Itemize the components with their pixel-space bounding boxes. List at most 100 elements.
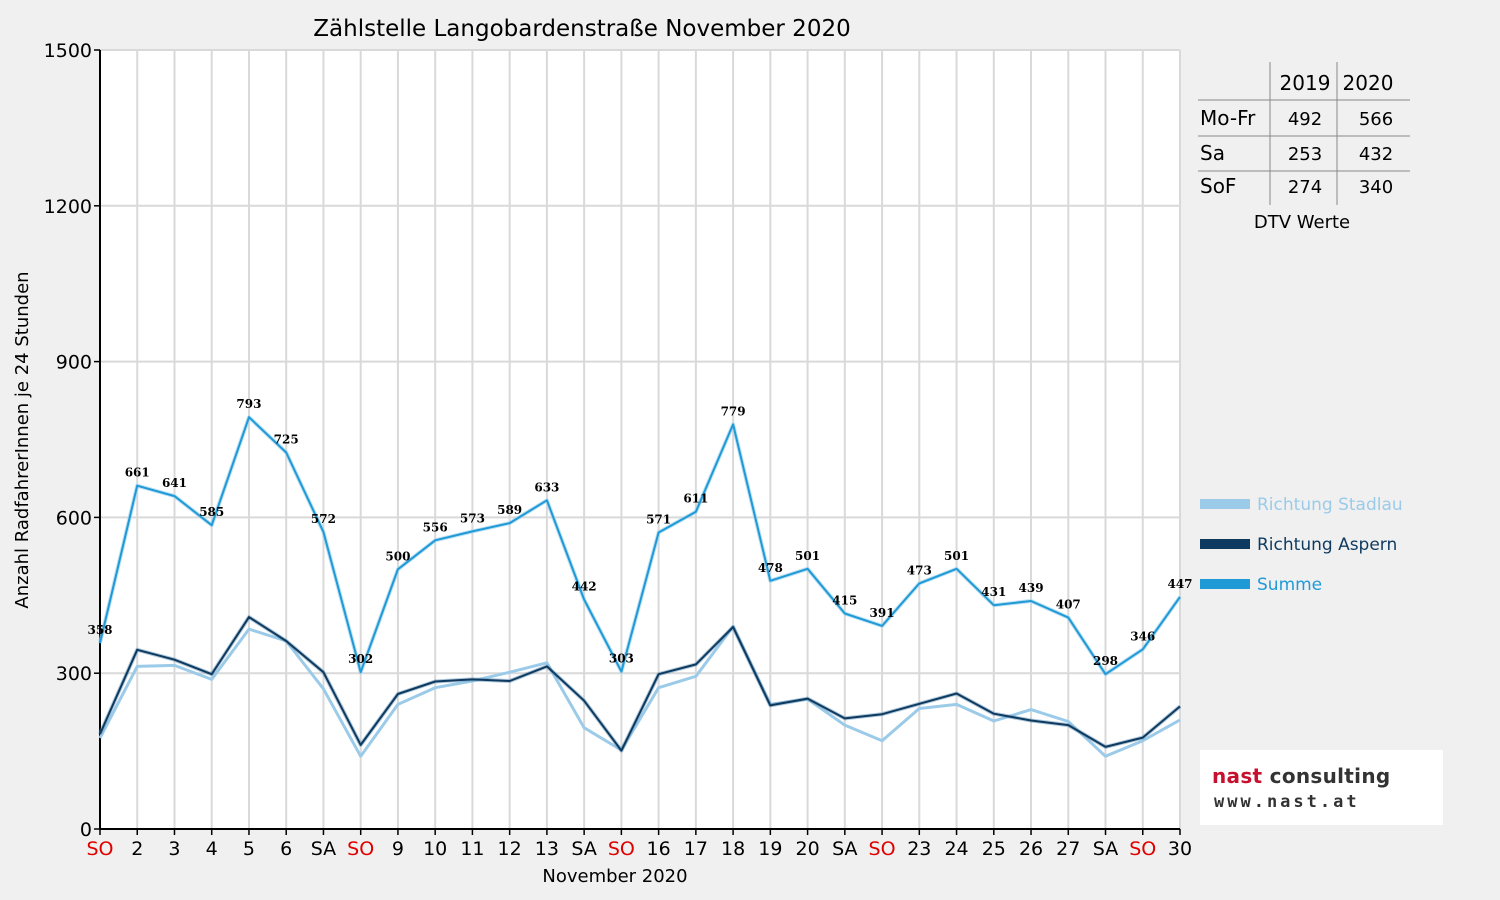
data-label: 391 [870, 606, 895, 620]
data-label: 611 [683, 492, 708, 506]
x-tick-label: SA [311, 838, 336, 860]
x-tick-label: SO [869, 838, 896, 860]
x-tick-label: 13 [535, 838, 559, 860]
x-tick-label: 4 [206, 838, 218, 860]
x-tick-label: 26 [1019, 838, 1043, 860]
company-logo: nast consulting www.nast.at [1200, 750, 1443, 825]
x-tick-label: 18 [721, 838, 745, 860]
x-tick-label: SO [608, 838, 635, 860]
x-tick-label: 10 [423, 838, 447, 860]
y-tick-label: 600 [56, 507, 92, 529]
data-label: 725 [274, 432, 299, 446]
logo-brand: nast consulting [1212, 764, 1390, 788]
data-labels: 358 661 641 585 793 725 572 302 500 556 573 589 633 4… [87, 397, 1192, 668]
x-tick-label: SO [347, 838, 374, 860]
logo-brand-part2: consulting [1262, 764, 1391, 788]
data-label: 442 [572, 579, 597, 593]
grid-lines [99, 49, 1181, 830]
data-label: 572 [311, 512, 336, 526]
data-label: 358 [87, 623, 112, 637]
x-tick-label: 2 [131, 838, 143, 860]
x-tick-label: 24 [944, 838, 968, 860]
tick-labels: 0 300 600 900 1200 1500 SO 2 3 4 5 6 SA SO 9 10 11 12 13 SA… [44, 40, 1192, 860]
legend-swatch [1200, 579, 1250, 589]
data-label: 447 [1167, 577, 1192, 591]
table-cell-2020: 432 [1359, 144, 1393, 165]
table-header: 2019 [1280, 71, 1331, 95]
x-axis-title: November 2020 [542, 866, 687, 887]
data-label: 501 [944, 549, 969, 563]
logo-url: www.nast.at [1214, 792, 1360, 812]
x-tick-label: SA [1093, 838, 1118, 860]
data-label: 500 [385, 549, 410, 563]
y-tick-label: 1200 [44, 196, 92, 218]
table-row-label: Sa [1200, 141, 1225, 165]
series-line-summe [99, 416, 1181, 676]
chart-title: Zählstelle Langobardenstraße November 20… [313, 16, 850, 42]
data-label: 473 [907, 563, 932, 577]
x-tick-label: 9 [392, 838, 404, 860]
legend-label: Summe [1257, 575, 1322, 595]
y-tick-label: 900 [56, 352, 92, 374]
series-line-aspern [99, 616, 1181, 752]
table-cell-2020: 340 [1359, 177, 1393, 198]
data-label: 303 [609, 652, 634, 666]
data-label: 556 [423, 520, 448, 534]
axes [99, 50, 1180, 830]
data-label: 585 [199, 505, 224, 519]
legend-swatch [1200, 539, 1250, 549]
x-tick-label: SA [571, 838, 596, 860]
data-label: 661 [125, 466, 150, 480]
plot-area [100, 50, 1180, 829]
x-tick-label: 30 [1168, 838, 1192, 860]
data-label: 641 [162, 476, 187, 490]
y-tick-label: 0 [80, 819, 92, 841]
data-label: 779 [721, 404, 746, 418]
x-tick-label: 6 [280, 838, 292, 860]
y-tick-label: 1500 [44, 40, 92, 62]
data-label: 501 [795, 549, 820, 563]
y-axis-title: Anzahl RadfahrerInnen je 24 Stunden [12, 271, 33, 608]
x-tick-label: 12 [498, 838, 522, 860]
legend-label: Richtung Aspern [1257, 535, 1397, 555]
x-tick-label: 11 [460, 838, 484, 860]
data-label: 793 [236, 397, 261, 411]
logo-brand-part1: nast [1212, 764, 1263, 788]
x-tick-label: 20 [795, 838, 819, 860]
data-label: 633 [534, 480, 559, 494]
x-tick-label: 19 [758, 838, 782, 860]
legend-swatch [1200, 499, 1250, 509]
table-cell-2020: 566 [1359, 109, 1393, 130]
legend-label: Richtung Stadlau [1257, 495, 1403, 515]
data-label: 431 [981, 585, 1006, 599]
data-label: 346 [1130, 629, 1155, 643]
data-label: 415 [832, 593, 857, 607]
table-cell-2019: 253 [1288, 144, 1322, 165]
data-label: 589 [497, 503, 522, 517]
dtv-table: 2019 2020 Mo-Fr 492 566 Sa 253 432 SoF 274 340 DTV … [1198, 62, 1410, 233]
x-tick-label: 17 [684, 838, 708, 860]
x-tick-label: 25 [982, 838, 1006, 860]
x-tick-label: SO [1129, 838, 1156, 860]
table-cell-2019: 274 [1288, 177, 1322, 198]
x-tick-label: 23 [907, 838, 931, 860]
plot-background [100, 50, 1180, 829]
data-label: 298 [1093, 654, 1118, 668]
x-tick-label: SA [832, 838, 857, 860]
data-label: 439 [1019, 581, 1044, 595]
series-lines [98, 415, 1182, 758]
x-tick-label: 16 [647, 838, 671, 860]
data-label: 302 [348, 652, 373, 666]
data-label: 407 [1056, 598, 1081, 612]
x-tick-label: 27 [1056, 838, 1080, 860]
y-tick-label: 300 [56, 663, 92, 685]
x-tick-label: 5 [243, 838, 255, 860]
table-row-label: SoF [1200, 174, 1236, 198]
x-tick-label: SO [86, 838, 113, 860]
table-cell-2019: 492 [1288, 109, 1322, 130]
data-label: 571 [646, 512, 671, 526]
data-label: 478 [758, 561, 783, 575]
data-label: 573 [460, 511, 485, 525]
table-row-label: Mo-Fr [1200, 106, 1256, 130]
